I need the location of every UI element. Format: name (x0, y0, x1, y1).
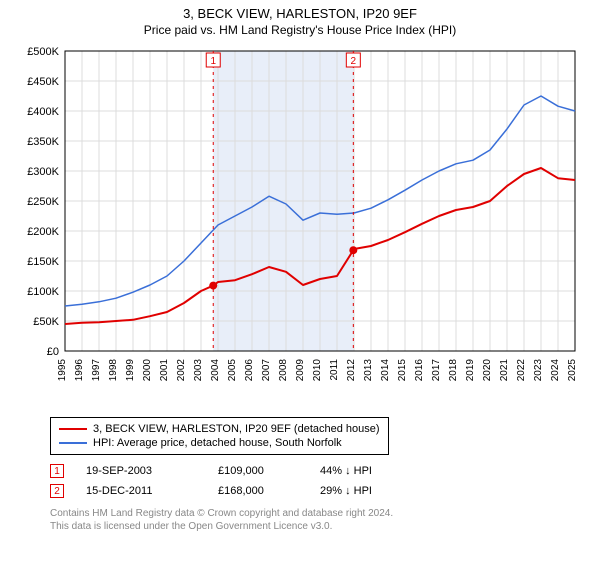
svg-text:£500K: £500K (27, 46, 59, 58)
svg-text:2014: 2014 (380, 359, 391, 382)
svg-text:1995: 1995 (57, 359, 68, 382)
svg-text:2006: 2006 (244, 359, 255, 382)
attribution-line1: Contains HM Land Registry data © Crown c… (50, 507, 600, 520)
svg-text:£300K: £300K (27, 166, 59, 178)
svg-text:2003: 2003 (193, 359, 204, 382)
svg-text:£250K: £250K (27, 196, 59, 208)
svg-text:2: 2 (351, 56, 357, 67)
svg-text:2023: 2023 (533, 359, 544, 382)
sale-date-1: 19-SEP-2003 (86, 465, 196, 477)
svg-text:2018: 2018 (448, 359, 459, 382)
svg-text:£150K: £150K (27, 256, 59, 268)
attribution-line2: This data is licensed under the Open Gov… (50, 520, 600, 533)
svg-text:2011: 2011 (329, 359, 340, 381)
sale-marker-1: 1 (50, 464, 64, 478)
svg-text:1997: 1997 (91, 359, 102, 382)
sale-marker-2: 2 (50, 484, 64, 498)
sale-price-1: £109,000 (218, 465, 298, 477)
svg-text:2010: 2010 (312, 359, 323, 382)
svg-text:£200K: £200K (27, 226, 59, 238)
legend-row-hpi: HPI: Average price, detached house, Sout… (59, 436, 380, 450)
svg-text:2008: 2008 (278, 359, 289, 382)
svg-text:2024: 2024 (550, 359, 561, 382)
legend-box: 3, BECK VIEW, HARLESTON, IP20 9EF (detac… (50, 417, 389, 455)
chart-subtitle: Price paid vs. HM Land Registry's House … (0, 23, 600, 37)
svg-text:1996: 1996 (74, 359, 85, 382)
chart-svg: £0 £50K £100K £150K £200K £250K £300K £350K £400… (15, 41, 585, 411)
chart-area: £0 £50K £100K £150K £200K £250K £300K £350K £400… (15, 41, 585, 411)
svg-text:2025: 2025 (567, 359, 578, 382)
svg-text:£450K: £450K (27, 76, 59, 88)
svg-text:2009: 2009 (295, 359, 306, 382)
sale-price-2: £168,000 (218, 485, 298, 497)
svg-text:2005: 2005 (227, 359, 238, 382)
svg-text:2002: 2002 (176, 359, 187, 382)
svg-text:2017: 2017 (431, 359, 442, 382)
sales-list: 1 19-SEP-2003 £109,000 44% ↓ HPI 2 15-DE… (50, 461, 600, 501)
sale-pct-2: 29% ↓ HPI (320, 485, 420, 497)
svg-text:2022: 2022 (516, 359, 527, 382)
svg-text:2012: 2012 (346, 359, 357, 382)
svg-text:£350K: £350K (27, 136, 59, 148)
svg-text:2015: 2015 (397, 359, 408, 382)
legend-row-property: 3, BECK VIEW, HARLESTON, IP20 9EF (detac… (59, 422, 380, 436)
svg-text:£0: £0 (47, 346, 59, 358)
svg-text:2001: 2001 (159, 359, 170, 382)
svg-text:2016: 2016 (414, 359, 425, 382)
svg-text:2013: 2013 (363, 359, 374, 382)
sale-row-2: 2 15-DEC-2011 £168,000 29% ↓ HPI (50, 481, 600, 501)
svg-text:2000: 2000 (142, 359, 153, 382)
legend-label-hpi: HPI: Average price, detached house, Sout… (93, 437, 342, 449)
svg-text:£50K: £50K (33, 316, 59, 328)
legend-label-property: 3, BECK VIEW, HARLESTON, IP20 9EF (detac… (93, 423, 380, 435)
svg-text:2019: 2019 (465, 359, 476, 382)
chart-title: 3, BECK VIEW, HARLESTON, IP20 9EF (0, 6, 600, 21)
svg-text:2020: 2020 (482, 359, 493, 382)
sale-row-1: 1 19-SEP-2003 £109,000 44% ↓ HPI (50, 461, 600, 481)
legend-swatch-hpi (59, 442, 87, 444)
svg-text:2007: 2007 (261, 359, 272, 382)
sale-pct-1: 44% ↓ HPI (320, 465, 420, 477)
svg-text:2021: 2021 (499, 359, 510, 382)
svg-text:£100K: £100K (27, 286, 59, 298)
svg-text:2004: 2004 (210, 359, 221, 382)
legend-swatch-property (59, 428, 87, 430)
svg-text:1998: 1998 (108, 359, 119, 382)
attribution: Contains HM Land Registry data © Crown c… (50, 507, 600, 533)
svg-text:1999: 1999 (125, 359, 136, 382)
svg-text:£400K: £400K (27, 106, 59, 118)
sale-date-2: 15-DEC-2011 (86, 485, 196, 497)
svg-text:1: 1 (210, 56, 216, 67)
